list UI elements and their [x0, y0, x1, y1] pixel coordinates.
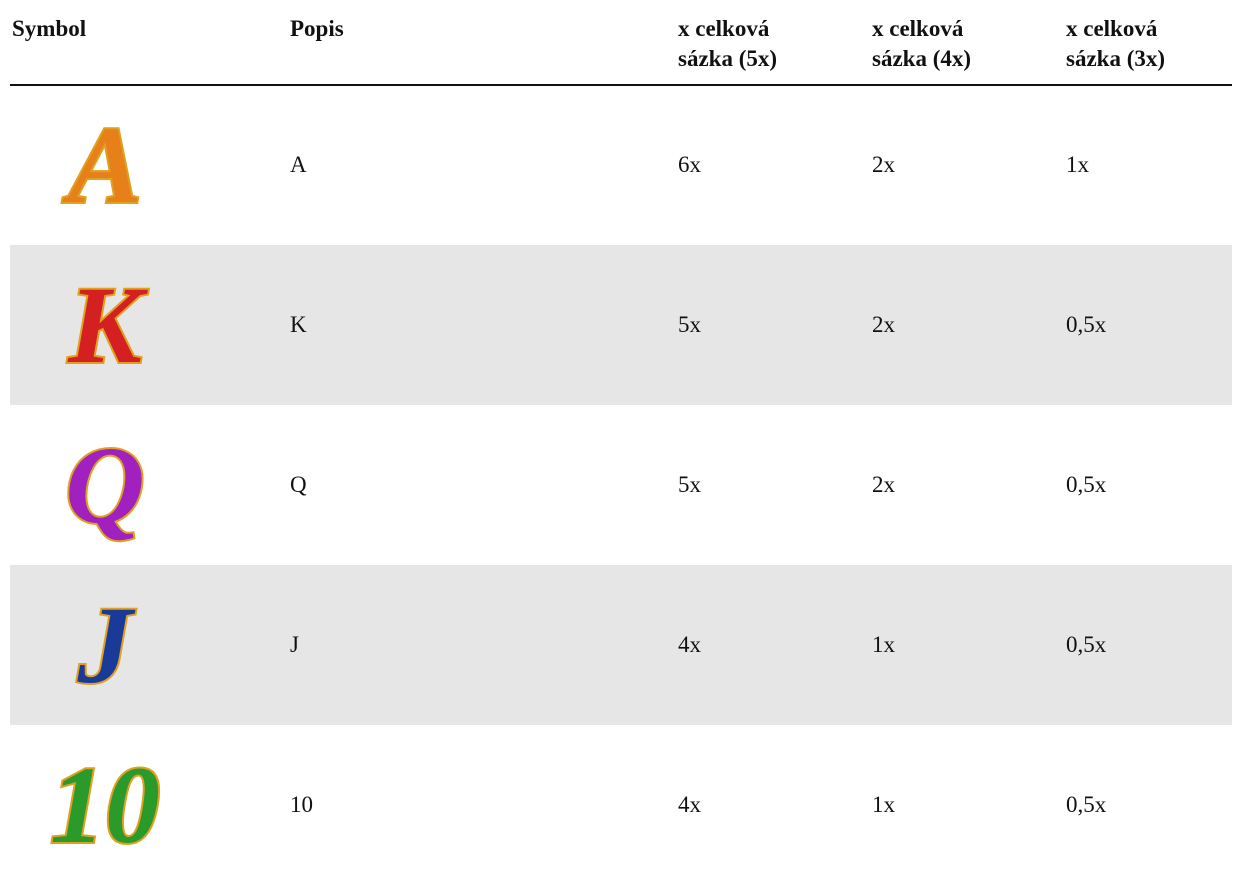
symbol-icon: J	[75, 585, 138, 705]
symbol-glyph: K	[67, 265, 148, 385]
table-row: J J 4x 1x 0,5x	[10, 565, 1232, 725]
multiplier: 0,5x	[1066, 312, 1107, 337]
symbol-icon: A	[60, 105, 143, 225]
multiplier: 2x	[872, 152, 895, 177]
header-rule	[10, 84, 1232, 86]
multiplier: 6x	[678, 152, 701, 177]
symbol-glyph: 10	[50, 745, 160, 865]
multiplier: 2x	[872, 472, 895, 497]
multiplier: 1x	[1066, 152, 1089, 177]
page: Symbol Popis x celková sázka (5x) x celková…	[10, 16, 1232, 865]
table-row: A A 6x 2x 1x	[10, 85, 1232, 245]
description: J	[290, 632, 299, 657]
header-cell: x celková sázka (3x)	[1066, 16, 1166, 71]
description: 10	[290, 792, 313, 817]
multiplier: 1x	[872, 792, 895, 817]
symbol-glyph: A	[62, 105, 141, 225]
multiplier: 5x	[678, 312, 701, 337]
header-cell: Symbol	[12, 16, 87, 41]
multiplier: 4x	[678, 632, 701, 657]
multiplier: 2x	[872, 312, 895, 337]
multiplier: 0,5x	[1066, 792, 1107, 817]
symbol-glyph: Q	[65, 425, 144, 545]
multiplier: 0,5x	[1066, 632, 1107, 657]
multiplier: 4x	[678, 792, 701, 817]
symbol-icon: 10	[48, 745, 162, 865]
header-cell: Popis	[290, 16, 344, 41]
symbol-icon: Q	[63, 425, 146, 545]
multiplier: 5x	[678, 472, 701, 497]
header-cell: x celková sázka (4x)	[872, 16, 972, 71]
table-row: 10 10 4x 1x 0,5x	[10, 725, 1232, 885]
description: K	[290, 312, 307, 337]
table-row: K K 5x 2x 0,5x	[10, 245, 1232, 405]
description: A	[290, 152, 307, 177]
description: Q	[290, 472, 307, 497]
symbol-glyph: J	[77, 585, 136, 705]
symbol-icon: K	[65, 265, 150, 385]
multiplier: 1x	[872, 632, 895, 657]
table-row: Q Q 5x 2x 0,5x	[10, 405, 1232, 565]
multiplier: 0,5x	[1066, 472, 1107, 497]
header-cell: x celková sázka (5x)	[678, 16, 778, 71]
